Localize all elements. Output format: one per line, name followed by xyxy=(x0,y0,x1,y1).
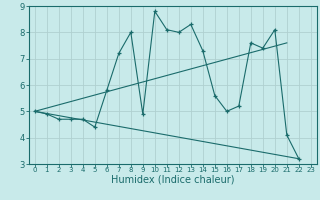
X-axis label: Humidex (Indice chaleur): Humidex (Indice chaleur) xyxy=(111,174,235,184)
